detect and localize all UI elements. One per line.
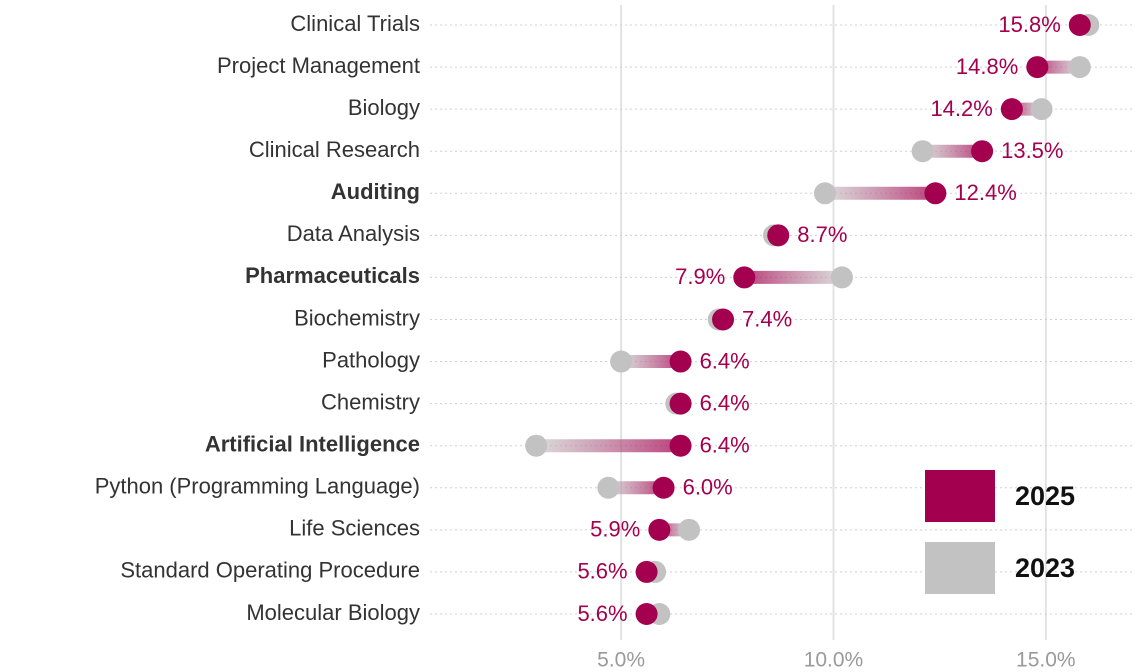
category-label: Biochemistry [294, 305, 420, 330]
category-label: Biology [348, 95, 420, 120]
value-label: 12.4% [954, 180, 1016, 205]
dot-2023 [1068, 56, 1091, 79]
value-label: 6.0% [683, 475, 733, 500]
dot-2025 [712, 308, 735, 331]
dot-2023 [813, 182, 836, 205]
value-label: 14.2% [930, 96, 992, 121]
category-label: Data Analysis [287, 221, 420, 246]
value-label: 7.9% [675, 264, 725, 289]
category-label: Pathology [322, 347, 420, 372]
value-label: 5.9% [590, 517, 640, 542]
value-label: 5.6% [577, 559, 627, 584]
value-label: 15.8% [998, 12, 1060, 37]
dot-2023 [597, 476, 620, 499]
category-label: Chemistry [321, 389, 420, 414]
category-label: Molecular Biology [246, 600, 420, 625]
dot-2025 [971, 140, 994, 163]
value-label: 6.4% [700, 348, 750, 373]
dot-2023 [1030, 98, 1053, 121]
dot-2023 [830, 266, 853, 289]
dot-2025 [652, 476, 675, 499]
category-label: Artificial Intelligence [205, 432, 420, 457]
value-label: 6.4% [700, 433, 750, 458]
dot-2025 [635, 560, 658, 583]
x-tick-label: 10.0% [804, 649, 864, 672]
x-tick-label: 5.0% [597, 649, 645, 672]
value-label: 7.4% [742, 306, 792, 331]
dot-2025 [669, 350, 692, 373]
dot-2025 [669, 392, 692, 415]
dot-2025 [1026, 56, 1049, 79]
category-label: Life Sciences [289, 516, 420, 541]
category-label: Project Management [217, 53, 420, 78]
category-label: Auditing [331, 179, 420, 204]
value-label: 5.6% [577, 601, 627, 626]
value-label: 6.4% [700, 390, 750, 415]
dot-2025 [635, 602, 658, 625]
category-label: Clinical Research [249, 137, 420, 162]
value-label: 13.5% [1001, 138, 1063, 163]
dot-2023 [678, 518, 701, 541]
dot-2025 [1000, 98, 1023, 121]
x-tick-label: 15.0% [1016, 649, 1076, 672]
dot-2023 [525, 434, 548, 457]
value-label: 14.8% [956, 54, 1018, 79]
dot-2025 [924, 182, 947, 205]
dot-2025 [648, 518, 671, 541]
category-label: Standard Operating Procedure [120, 558, 420, 583]
category-label: Clinical Trials [290, 11, 420, 36]
legend-swatch [925, 542, 995, 594]
category-label: Pharmaceuticals [245, 263, 420, 288]
legend-swatch [925, 470, 995, 522]
legend-label: 2023 [1015, 553, 1075, 583]
dot-2025 [1068, 14, 1091, 36]
dot-2025 [767, 224, 790, 247]
value-label: 8.7% [797, 222, 847, 247]
dot-2025 [733, 266, 756, 289]
legend-label: 2025 [1015, 481, 1075, 511]
category-label: Python (Programming Language) [95, 474, 420, 499]
dot-2023 [911, 140, 934, 163]
dot-2023 [610, 350, 633, 373]
dot-2025 [669, 434, 692, 457]
